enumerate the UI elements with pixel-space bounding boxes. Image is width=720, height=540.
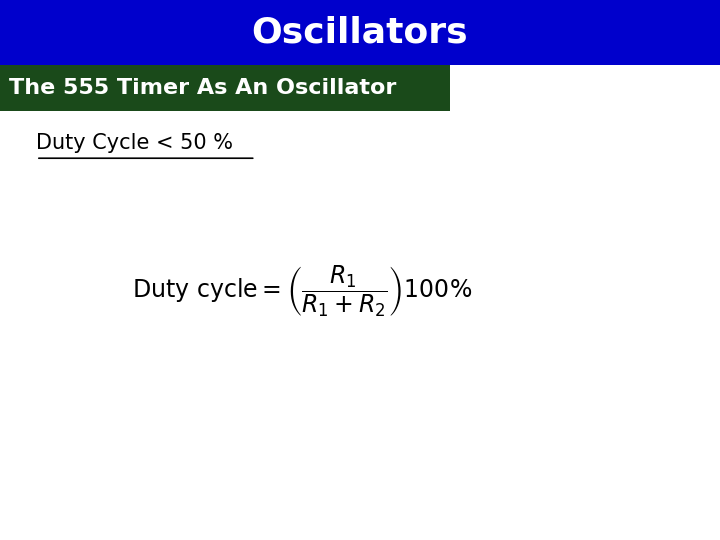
Text: Duty Cycle < 50 %: Duty Cycle < 50 %: [36, 133, 233, 153]
FancyBboxPatch shape: [0, 0, 720, 65]
Text: The 555 Timer As An Oscillator: The 555 Timer As An Oscillator: [9, 78, 396, 98]
Text: $\mathrm{Duty\ cycle} = \left(\dfrac{R_1}{R_1 + R_2}\right)100\%$: $\mathrm{Duty\ cycle} = \left(\dfrac{R_1…: [132, 264, 472, 320]
Text: Oscillators: Oscillators: [252, 16, 468, 49]
FancyBboxPatch shape: [0, 65, 450, 111]
